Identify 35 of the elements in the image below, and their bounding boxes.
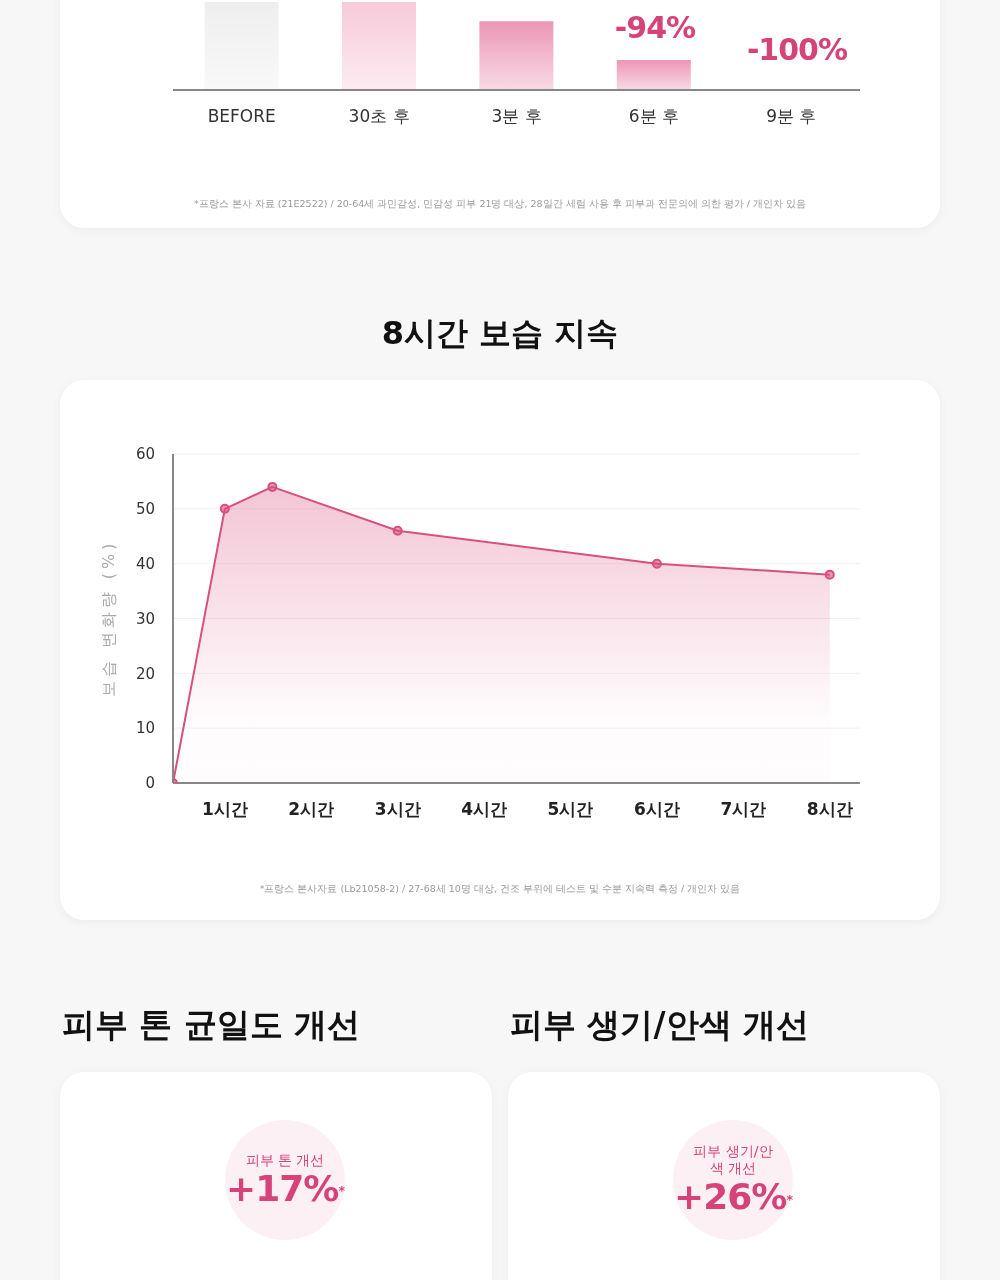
chart-title: 8시간 보습 지속 bbox=[380, 313, 620, 354]
text: 피부 톤 균일도 개선 bbox=[62, 1004, 361, 1046]
y-tick-label: 20 bbox=[135, 664, 155, 683]
x-tick-label: 2시간 bbox=[288, 799, 335, 820]
annotation: -94% bbox=[613, 9, 697, 47]
y-tick-label: 30 bbox=[135, 609, 155, 628]
y-tick-label: 0 bbox=[145, 774, 155, 793]
point bbox=[392, 525, 403, 536]
x-tick-label: 7시간 bbox=[720, 799, 767, 820]
x-tick-label: 3시간 bbox=[374, 799, 421, 820]
text: *프랑스 본사 자료 (21E2522) / 20-64세 과민감성, 민감성 피부 21명 대상, 28일간 세럼 사용 후 피부과 전문의에 의한 평가 / 개인차 있음 bbox=[192, 198, 808, 211]
text: 피부 생기/안색 개선 bbox=[510, 1004, 810, 1046]
x-tick-label: 5시간 bbox=[547, 799, 594, 820]
x-tick-label: 9분 후 bbox=[766, 106, 817, 127]
text: *프랑스 본사자료 (Lb21058-2) / 27-68세 10명 대상, 건조 부위에 테스트 및 수분 지속력 측정 / 개인차 있음 bbox=[258, 883, 742, 896]
point bbox=[267, 481, 278, 492]
annotation: -100% bbox=[745, 31, 849, 69]
x-tick-label: 6분 후 bbox=[628, 106, 680, 127]
y-tick-label: 10 bbox=[135, 719, 155, 738]
y-tick-label: 50 bbox=[135, 500, 155, 519]
point bbox=[219, 503, 230, 514]
x-tick-label: BEFORE bbox=[207, 106, 276, 127]
point bbox=[824, 569, 835, 580]
x-tick-label: 30초 후 bbox=[348, 106, 410, 127]
x-tick-label: 4시간 bbox=[461, 799, 508, 820]
x-tick-label: 6시간 bbox=[634, 799, 680, 820]
y-axis-title: 보습 변화량 (%) bbox=[98, 539, 118, 698]
badge: 피부 생기/안색 개선 +26%$^{*}$ bbox=[673, 1120, 793, 1240]
x-tick-label: 3분 후 bbox=[491, 106, 542, 127]
badge: 피부 톤 개선 +17%$^{*}$ bbox=[225, 1120, 345, 1240]
point bbox=[651, 558, 662, 569]
x-tick-label: 8시간 bbox=[806, 799, 853, 820]
y-tick-label: 60 bbox=[135, 445, 155, 464]
y-tick-label: 40 bbox=[135, 554, 155, 573]
x-tick-label: 1시간 bbox=[201, 799, 248, 820]
